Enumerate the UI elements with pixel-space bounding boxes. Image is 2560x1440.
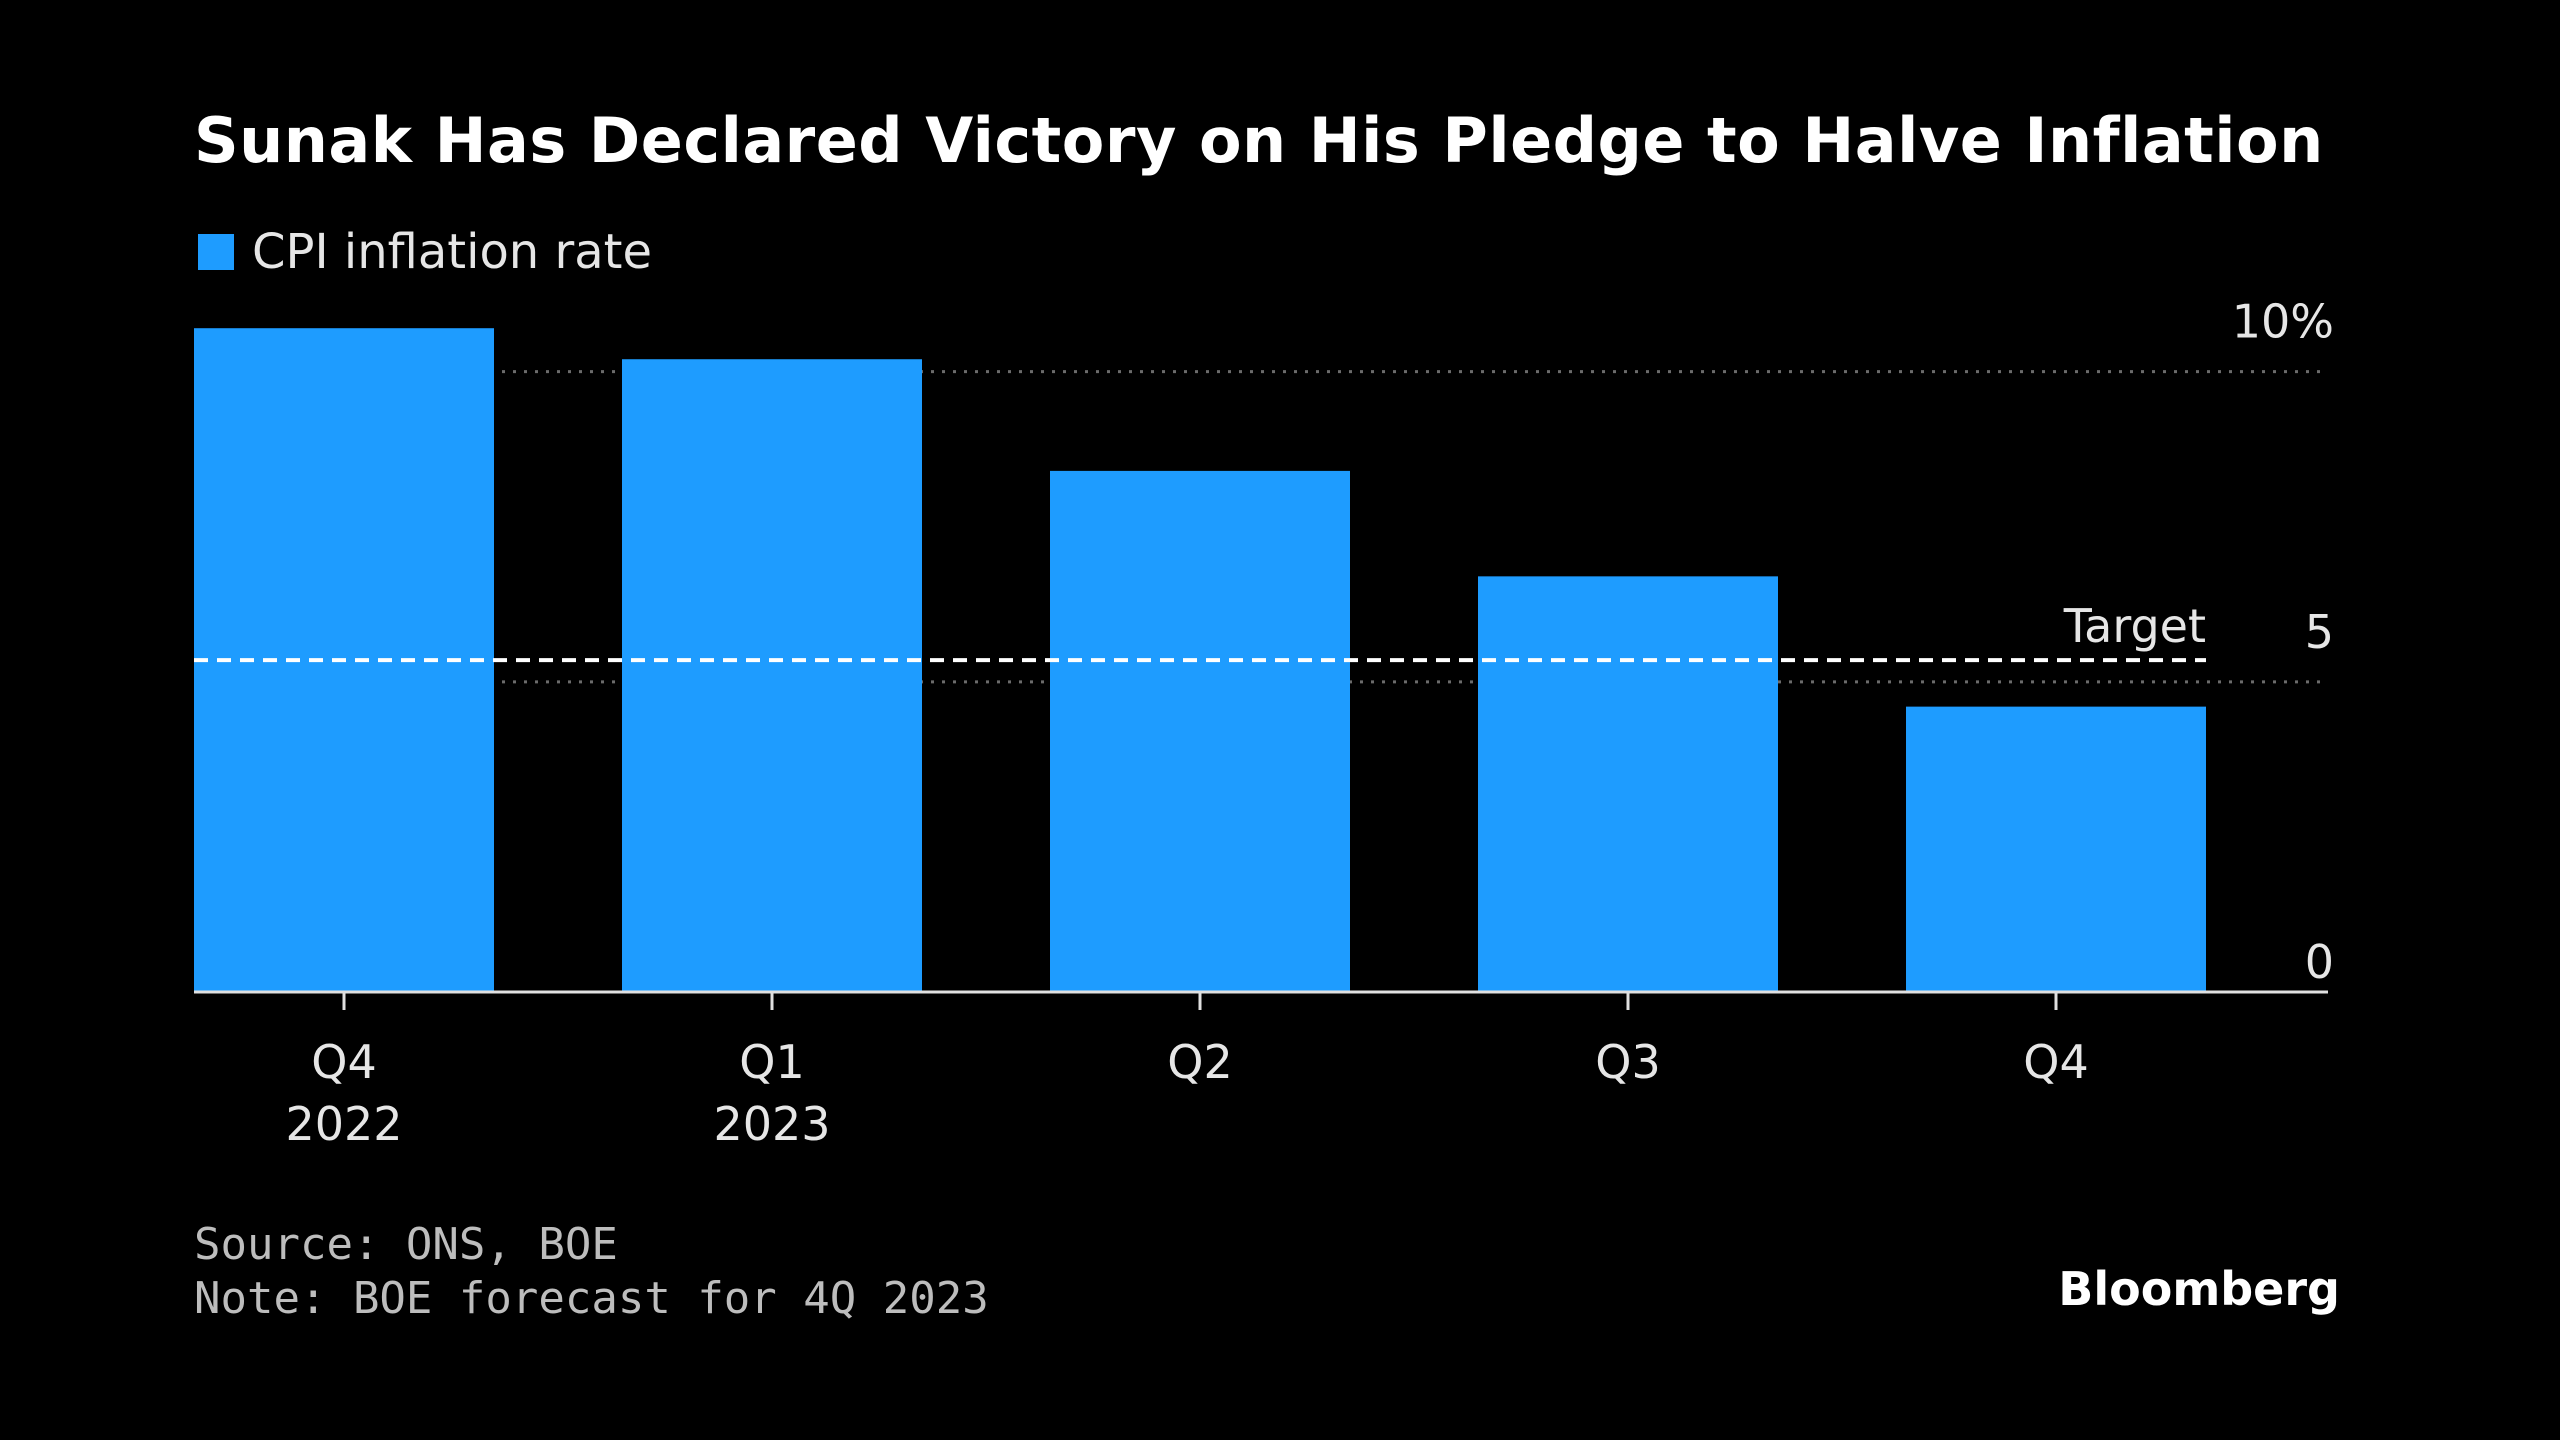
bar-5 — [1906, 706, 2206, 992]
legend: CPI inflation rate — [198, 224, 652, 280]
x-tick-label-5: Q4 — [2023, 1035, 2088, 1089]
x-tick-label-1: Q4 — [311, 1035, 376, 1089]
y-tick-label-10: 10% — [2232, 295, 2334, 349]
source-text: Source: ONS, BOE — [194, 1219, 618, 1270]
note-text: Note: BOE forecast for 4Q 2023 — [194, 1273, 989, 1324]
bar-4 — [1478, 576, 1778, 992]
x-tick-year-2: 2023 — [713, 1097, 830, 1151]
legend-swatch-cpi — [198, 234, 234, 270]
y-tick-label-0: 0 — [2305, 935, 2334, 989]
bloomberg-logo: Bloomberg — [2058, 1262, 2340, 1316]
x-axis — [194, 990, 2328, 1010]
bar-3 — [1050, 470, 1350, 992]
bar-2 — [622, 359, 922, 992]
legend-label-cpi: CPI inflation rate — [252, 224, 652, 280]
chart-title: Sunak Has Declared Victory on His Pledge… — [194, 104, 2324, 177]
axis-labels: Q4 2022 Q1 2023 Q2 Q3 Q4 0 5 10% — [285, 295, 2334, 1151]
y-tick-label-5: 5 — [2305, 605, 2334, 659]
x-tick-label-3: Q2 — [1167, 1035, 1232, 1089]
x-tick-label-4: Q3 — [1595, 1035, 1660, 1089]
x-tick-year-1: 2022 — [285, 1097, 402, 1151]
target-line-group: Target — [194, 599, 2206, 663]
footer: Source: ONS, BOE Note: BOE forecast for … — [194, 1218, 989, 1326]
target-label: Target — [2063, 599, 2206, 653]
x-tick-label-2: Q1 — [739, 1035, 804, 1089]
